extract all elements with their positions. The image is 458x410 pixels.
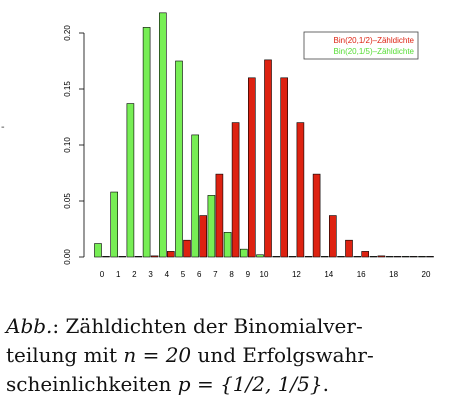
bar-bin-20-1-2 bbox=[328, 215, 337, 258]
bar-bin-20-1-5 bbox=[418, 256, 426, 258]
x-tick-label: 4 bbox=[165, 270, 170, 279]
x-tick-label: 6 bbox=[197, 270, 202, 279]
bar-bin-20-1-2 bbox=[167, 251, 175, 258]
bar-bin-20-1-5 bbox=[320, 256, 329, 258]
x-tick-label: 16 bbox=[357, 270, 366, 279]
y-tick-label: 0.00 bbox=[63, 249, 72, 265]
bar-bin-20-1-5 bbox=[304, 256, 313, 258]
bar-bin-20-1-5 bbox=[369, 256, 378, 258]
caption-abbreviation: Abb. bbox=[6, 314, 53, 338]
caption-line2-pre: teilung mit bbox=[6, 343, 124, 367]
x-tick-label: 3 bbox=[148, 270, 153, 279]
bar-bin-20-1-2 bbox=[280, 77, 289, 258]
bar-bin-20-1-5 bbox=[337, 256, 345, 258]
x-tick-label: 18 bbox=[389, 270, 398, 279]
bar-series bbox=[94, 12, 434, 258]
left-edge-mark: - bbox=[1, 122, 5, 133]
x-tick-label: 14 bbox=[324, 270, 333, 279]
x-tick-label: 10 bbox=[260, 270, 269, 279]
bar-bin-20-1-2 bbox=[183, 239, 191, 258]
bar-bin-20-1-2 bbox=[248, 77, 256, 258]
x-tick-label: 2 bbox=[132, 270, 137, 279]
legend-entry-green: Bin(20,1/5)–Zähldichte bbox=[334, 47, 415, 56]
x-tick-label: 7 bbox=[213, 270, 218, 279]
binomial-density-chart: 0.000.050.100.150.20 0 1 2 3 4 5 6 7 8 9 10 12 14 16 1… bbox=[1, 12, 434, 279]
y-axis: 0.00 0.05 0.10 0.15 0.20 bbox=[63, 25, 85, 265]
bar-bin-20-1-2 bbox=[264, 59, 272, 258]
y-tick-label: 0.05 bbox=[63, 193, 72, 209]
bar-bin-20-1-5 bbox=[126, 103, 135, 258]
caption-math-n: n = 20 bbox=[123, 343, 192, 367]
bar-bin-20-1-5 bbox=[256, 254, 264, 258]
bar-bin-20-1-5 bbox=[401, 256, 410, 258]
bar-bin-20-1-2 bbox=[199, 215, 207, 258]
legend-box bbox=[303, 31, 419, 60]
bar-bin-20-1-5 bbox=[142, 27, 151, 258]
bar-bin-20-1-2 bbox=[118, 256, 126, 258]
x-axis: 0 1 2 3 4 5 6 7 8 9 10 12 14 16 18 20 bbox=[100, 270, 431, 279]
bar-bin-20-1-5 bbox=[94, 243, 102, 258]
bar-bin-20-1-5 bbox=[385, 256, 394, 258]
legend: Bin(20,1/2)–Zähldichte Bin(20,1/5)–Zähld… bbox=[303, 31, 419, 60]
bar-bin-20-1-2 bbox=[102, 256, 110, 258]
bar-bin-20-1-5 bbox=[207, 195, 216, 258]
bar-bin-20-1-2 bbox=[150, 255, 159, 258]
bar-bin-20-1-5 bbox=[110, 191, 118, 258]
bar-bin-20-1-2 bbox=[134, 256, 143, 258]
bar-bin-20-1-5 bbox=[272, 256, 281, 258]
bar-bin-20-1-5 bbox=[353, 256, 362, 258]
x-tick-label: 9 bbox=[246, 270, 251, 279]
bar-bin-20-1-5 bbox=[175, 60, 183, 258]
bar-bin-20-1-5 bbox=[288, 256, 297, 258]
bar-bin-20-1-2 bbox=[215, 173, 224, 258]
bar-bin-20-1-2 bbox=[393, 256, 402, 258]
bar-bin-20-1-2 bbox=[312, 173, 321, 258]
bar-bin-20-1-5 bbox=[223, 232, 232, 258]
bar-bin-20-1-2 bbox=[426, 256, 434, 258]
bar-bin-20-1-5 bbox=[191, 134, 199, 258]
figure-caption: Abb.: Zähldichten der Binomialver- teilu… bbox=[6, 312, 452, 399]
caption-line1: : Zähldichten der Binomialver- bbox=[52, 314, 363, 338]
x-tick-label: 8 bbox=[229, 270, 234, 279]
bar-bin-20-1-2 bbox=[231, 122, 240, 258]
caption-line2-post: und Erfolgswahr- bbox=[191, 343, 374, 367]
bar-bin-20-1-2 bbox=[345, 239, 353, 258]
bar-bin-20-1-5 bbox=[240, 248, 248, 258]
y-tick-label: 0.20 bbox=[63, 25, 72, 41]
caption-math-p: p = {1/2, 1/5} bbox=[177, 372, 323, 396]
legend-entry-red: Bin(20,1/2)–Zähldichte bbox=[334, 36, 415, 45]
bar-bin-20-1-2 bbox=[409, 256, 418, 258]
bar-bin-20-1-2 bbox=[361, 251, 370, 258]
x-tick-label: 20 bbox=[422, 270, 431, 279]
x-tick-label: 5 bbox=[181, 270, 186, 279]
caption-line3-pre: scheinlichkeiten bbox=[6, 372, 178, 396]
x-tick-label: 12 bbox=[292, 270, 301, 279]
bar-bin-20-1-5 bbox=[159, 12, 167, 258]
x-tick-label: 0 bbox=[100, 270, 105, 279]
bar-bin-20-1-2 bbox=[296, 122, 305, 258]
y-tick-label: 0.10 bbox=[63, 137, 72, 153]
y-tick-label: 0.15 bbox=[63, 81, 72, 97]
caption-line3-post: . bbox=[322, 372, 329, 396]
x-tick-label: 1 bbox=[116, 270, 121, 279]
bar-bin-20-1-2 bbox=[377, 255, 386, 258]
